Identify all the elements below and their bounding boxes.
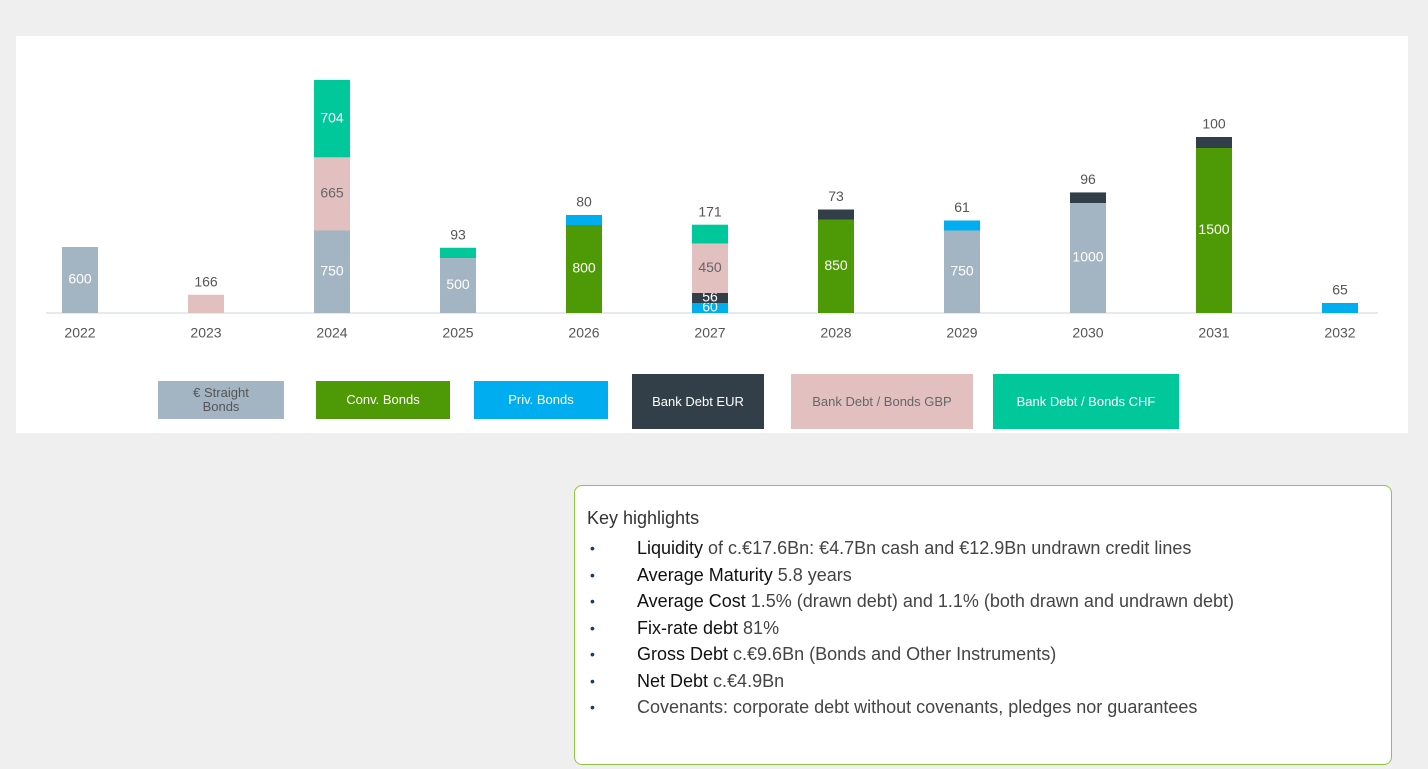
highlight-text: of c.€17.6Bn: €4.7Bn cash and €12.9Bn un… [703,538,1192,558]
bar-segment [1196,137,1232,148]
data-label: 800 [572,260,596,276]
chart: 2022 600 2023 166 2024 750 665 704 2025 500 93 2026… [46,79,1378,341]
bar-segment [314,230,350,313]
highlights-list: Liquidity of c.€17.6Bn: €4.7Bn cash and … [587,535,1391,721]
chart-panel: 2022 600 2023 166 2024 750 665 704 2025 500 93 2026… [16,36,1408,433]
highlights-title: Key highlights [587,508,700,528]
data-label: 73 [828,188,844,204]
data-label: 665 [320,185,344,201]
data-label: 750 [320,262,344,278]
highlight-text: Covenants: corporate debt without covena… [637,697,1198,717]
x-tick-label: 2026 [568,325,599,341]
data-label: 750 [950,262,974,278]
data-label: 850 [824,257,848,273]
x-tick-label: 2022 [64,325,95,341]
bar-segment [314,157,350,231]
data-label: 166 [194,273,218,289]
bar-segment [1196,148,1232,313]
x-tick-label: 2030 [1072,325,1103,341]
data-label: 100 [1202,116,1226,132]
data-label: 61 [954,199,970,215]
data-label: 80 [576,194,592,210]
data-label: 600 [68,271,92,287]
highlights-box: Key highlights Liquidity of c.€17.6Bn: €… [574,485,1392,765]
highlight-item: Average Maturity 5.8 years [587,562,1391,589]
highlight-key: Liquidity [637,538,704,558]
data-label: 450 [698,259,722,275]
data-label: 1500 [1198,221,1229,237]
bar-segment [692,293,728,303]
highlight-key: Net Debt [637,670,709,691]
highlight-item: Covenants: corporate debt without covena… [587,694,1391,721]
x-tick-label: 2032 [1324,325,1355,341]
bar-segment [566,215,602,225]
bar-segment [692,243,728,293]
legend-entry: Bank Debt / Bonds GBP [791,374,973,429]
bar-segment [944,230,980,313]
x-tick-label: 2029 [946,325,977,341]
data-label: 1000 [1072,249,1103,265]
highlight-text: c.€4.9Bn [708,670,785,691]
x-tick-label: 2028 [820,325,851,341]
bar-segment [692,303,728,313]
bar-segment [314,79,350,158]
x-tick-label: 2025 [442,325,473,341]
legend-entry: Bank Debt EUR [632,374,764,429]
legend-entry: Priv. Bonds [474,381,608,419]
highlight-text: 1.5% (drawn debt) and 1.1% (both drawn a… [745,591,1235,611]
x-tick-label: 2027 [694,325,725,341]
highlight-item: Liquidity of c.€17.6Bn: €4.7Bn cash and … [587,535,1391,562]
bar-segment [944,220,980,231]
data-label: 93 [450,226,466,242]
bar-segment [1070,203,1106,313]
bar-segment [1322,303,1358,313]
highlight-item: Average Cost 1.5% (drawn debt) and 1.1% … [587,588,1391,615]
bar-segment [188,294,224,313]
highlight-key: Fix-rate debt [637,617,739,638]
x-tick-label: 2023 [190,325,221,341]
highlight-text: 81% [738,617,780,638]
legend-entry: Bank Debt / Bonds CHF [993,374,1179,429]
bar-segment [62,247,98,313]
bar-segment [440,258,476,313]
highlight-item: Net Debt c.€4.9Bn [587,668,1391,695]
bar-segment [818,219,854,313]
x-tick-label: 2024 [316,325,347,341]
data-label: 65 [1332,282,1348,298]
x-tick-label: 2031 [1198,325,1229,341]
highlight-key: Average Cost [637,591,746,611]
bar-segment [818,209,854,220]
data-label: 171 [698,203,722,219]
bar-segment [566,225,602,313]
highlight-key: Average Maturity [637,564,773,585]
highlight-text: 5.8 years [772,564,852,585]
bar-segment [440,247,476,258]
legend-entry: € Straight Bonds [158,381,284,419]
highlight-item: Gross Debt c.€9.6Bn (Bonds and Other Ins… [587,641,1391,668]
data-label: 96 [1080,171,1096,187]
highlight-key: Gross Debt [637,644,729,664]
legend-entry: Conv. Bonds [316,381,450,419]
bar-segment [1070,192,1106,203]
data-label: 704 [320,109,344,125]
data-label: 500 [446,276,470,292]
bar-segment [692,224,728,244]
highlight-text: c.€9.6Bn (Bonds and Other Instruments) [728,644,1057,664]
highlight-item: Fix-rate debt 81% [587,615,1391,642]
